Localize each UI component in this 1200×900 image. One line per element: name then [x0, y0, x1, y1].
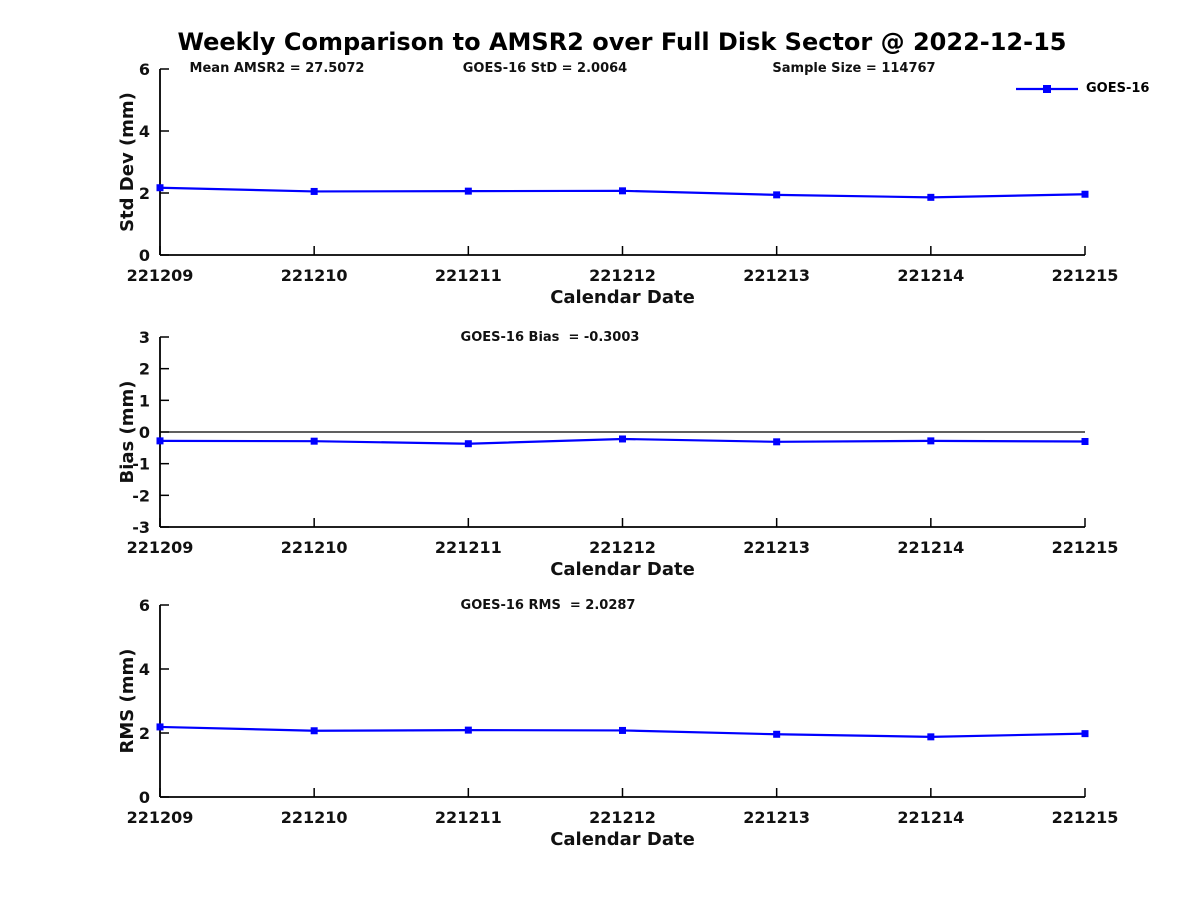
y-tick-label: -3	[132, 518, 150, 537]
data-point-marker	[619, 187, 626, 195]
annotation-goes16-bias: GOES-16 Bias = -0.3003	[460, 330, 640, 345]
data-point-marker	[1081, 190, 1089, 198]
data-point-marker	[310, 187, 318, 195]
x-axis-label: Calendar Date	[550, 829, 695, 850]
data-point-marker	[1081, 438, 1089, 445]
y-tick-label: 0	[139, 246, 150, 265]
y-tick-label: 0	[139, 423, 150, 442]
data-point-marker	[464, 187, 472, 195]
y-tick-label: 2	[139, 184, 150, 203]
data-point-marker	[927, 733, 935, 741]
y-tick-label: 3	[139, 328, 150, 347]
data-point-marker	[773, 191, 781, 199]
y-tick-label: 4	[139, 122, 150, 141]
data-point-marker	[1081, 730, 1089, 738]
data-point-marker	[619, 726, 626, 734]
subplot-rms: 0 2 4 6 221209 221210 221211 221212 221213 221214…	[117, 596, 1118, 850]
data-point-marker	[310, 727, 318, 735]
x-tick-label: 221212	[589, 266, 656, 285]
x-tick-label: 221209	[127, 538, 194, 557]
x-tick-label: 221210	[281, 266, 348, 285]
subplot-std-dev: 0 2 4 6 221209 221210 221211 221212 221213 221214…	[117, 60, 1118, 308]
annotation-sample-size: Sample Size = 114767	[772, 61, 936, 76]
x-tick-label: 221215	[1052, 266, 1119, 285]
data-point-marker	[156, 184, 164, 192]
y-tick-label: 1	[139, 391, 150, 410]
x-tick-label: 221212	[589, 808, 656, 827]
data-point-marker	[773, 730, 781, 738]
data-point-marker	[464, 440, 472, 448]
legend: GOES-16	[1016, 81, 1149, 96]
x-tick-label: 221213	[743, 808, 810, 827]
y-tick-label: 6	[139, 60, 150, 79]
x-tick-label: 221211	[435, 538, 502, 557]
legend-label: GOES-16	[1086, 81, 1150, 96]
y-tick-label: 6	[139, 596, 150, 615]
data-point-marker	[156, 437, 164, 445]
data-point-marker	[310, 437, 318, 445]
y-tick-label: -2	[132, 486, 150, 505]
x-tick-label: 221214	[897, 808, 964, 827]
annotation-mean-amsr2: Mean AMSR2 = 27.5072	[189, 61, 365, 76]
data-point-marker	[464, 726, 472, 734]
y-tick-label: 2	[139, 360, 150, 379]
x-tick-label: 221212	[589, 538, 656, 557]
y-tick-label: 0	[139, 788, 150, 807]
data-point-marker	[927, 193, 935, 201]
y-axis-label: Bias (mm)	[117, 381, 138, 484]
x-tick-label: 221211	[435, 266, 502, 285]
y-axis-label: RMS (mm)	[117, 649, 138, 754]
x-tick-label: 221214	[897, 538, 964, 557]
y-tick-label: 2	[139, 724, 150, 743]
chart-title: Weekly Comparison to AMSR2 over Full Dis…	[177, 28, 1067, 56]
x-tick-label: 221215	[1052, 808, 1119, 827]
data-point-marker	[619, 435, 626, 443]
annotation-goes16-rms: GOES-16 RMS = 2.0287	[460, 598, 636, 613]
legend-square-marker-icon	[1043, 84, 1051, 93]
x-tick-label: 221213	[743, 538, 810, 557]
data-point-marker	[156, 723, 164, 731]
x-tick-label: 221210	[281, 808, 348, 827]
subplot-bias: -3 -2 -1 0 1 2 3 221209 221210 221211 221212 221213…	[117, 328, 1118, 580]
data-point-marker	[773, 438, 781, 446]
x-tick-label: 221213	[743, 266, 810, 285]
x-tick-label: 221214	[897, 266, 964, 285]
x-axis-label: Calendar Date	[550, 287, 695, 308]
annotation-goes16-std: GOES-16 StD = 2.0064	[462, 61, 628, 76]
x-tick-label: 221210	[281, 538, 348, 557]
x-axis-label: Calendar Date	[550, 559, 695, 580]
x-tick-label: 221209	[127, 808, 194, 827]
x-tick-label: 221215	[1052, 538, 1119, 557]
y-tick-label: 4	[139, 660, 150, 679]
x-tick-label: 221209	[127, 266, 194, 285]
data-point-marker	[927, 437, 935, 445]
legend-line-marker-icon	[1016, 84, 1078, 93]
y-axis-label: Std Dev (mm)	[117, 92, 138, 232]
y-tick-label: -1	[132, 455, 150, 474]
x-tick-label: 221211	[435, 808, 502, 827]
